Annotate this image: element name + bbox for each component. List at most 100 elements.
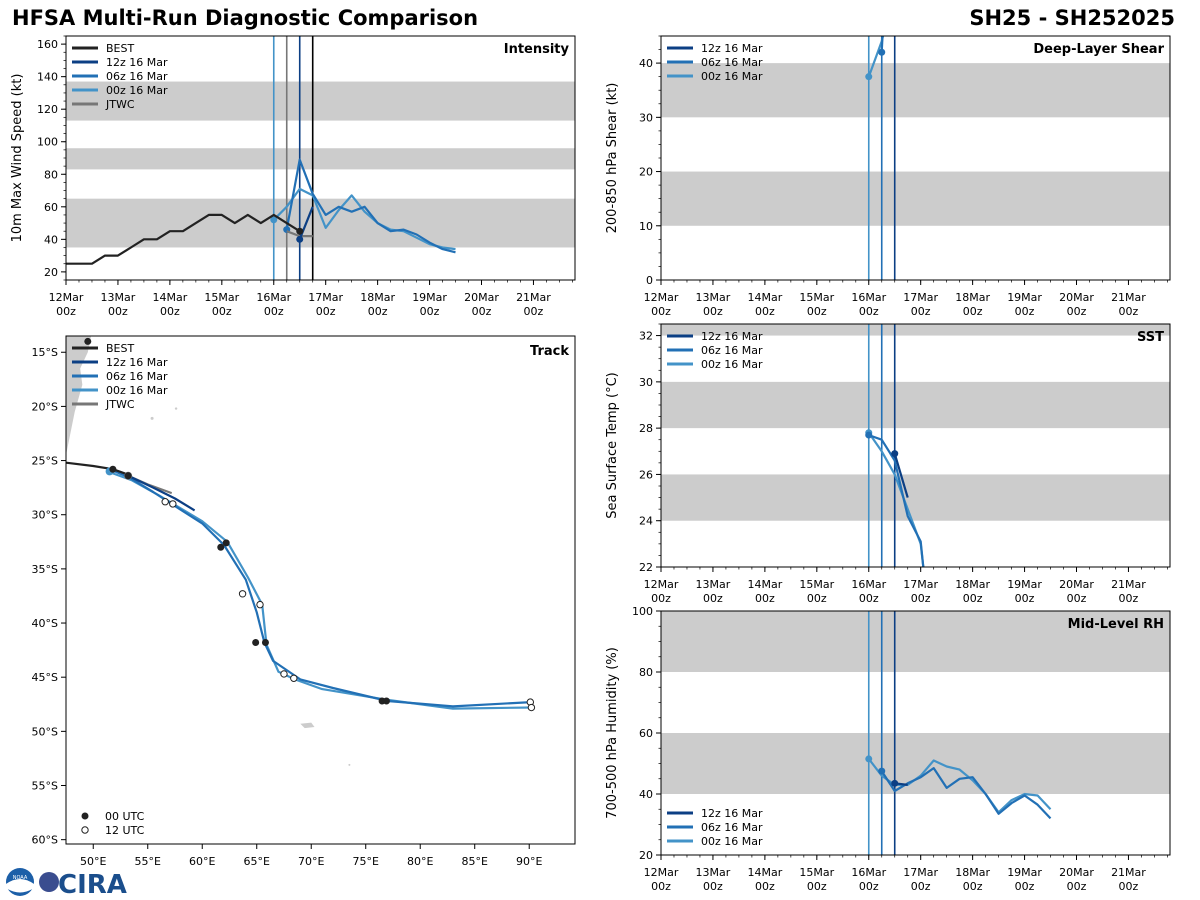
intensity-xtick-hour-label: 00z (160, 305, 180, 318)
track-marker-12utc (290, 674, 298, 682)
shear-series-start-point (878, 48, 886, 56)
intensity-legend-label-00z-16-mar: 00z 16 Mar (106, 84, 168, 97)
track-legend-label-00utc: 00 UTC (105, 810, 145, 823)
track-legend-label-best: BEST (106, 342, 134, 355)
rh-xtick-hour-label: 00z (1119, 880, 1139, 893)
shear-shading-band (661, 63, 1170, 118)
shear-plot-area (661, 36, 1170, 280)
sst-plot-area (661, 324, 1170, 567)
rh-xtick-day-label: 12Mar (644, 866, 679, 879)
track-xtick-label: 70°E (298, 855, 324, 868)
intensity-ytick-label: 120 (37, 103, 58, 116)
rh-xtick-day-label: 13Mar (696, 866, 731, 879)
noaa-cira-logo: NOAA CIRA (6, 868, 127, 900)
cira-globe-icon (39, 872, 59, 892)
track-xtick-label: 60°E (189, 855, 215, 868)
rh-ytick-label: 80 (639, 666, 653, 679)
kerguelen-island (300, 722, 315, 729)
shear-xtick-day-label: 12Mar (644, 291, 679, 304)
intensity-series-start-point (296, 235, 304, 243)
intensity-y-axis-label: 10m Max Wind Speed (kt) (10, 74, 25, 243)
sst-y-axis-label: Sea Surface Temp (°C) (605, 372, 620, 519)
track-marker-12utc (169, 500, 177, 508)
intensity-xtick-hour-label: 00z (264, 305, 284, 318)
rh-xtick-hour-label: 00z (963, 880, 983, 893)
intensity-xtick-day-label: 14Mar (152, 291, 187, 304)
heard-island (348, 763, 351, 766)
shear-xtick-hour-label: 00z (1015, 305, 1035, 318)
sst-xtick-day-label: 17Mar (903, 578, 938, 591)
sst-xtick-hour-label: 00z (755, 592, 775, 605)
cira-logo-text: CIRA (58, 870, 127, 900)
track-marker-00utc (109, 465, 117, 473)
rh-xtick-hour-label: 00z (755, 880, 775, 893)
track-legend-label-06z-16-mar: 06z 16 Mar (106, 370, 168, 383)
track-marker-00utc (84, 337, 92, 345)
track-panel: 50°E 55°E 60°E 65°E 70°E 75°E 80°E 85°E 90°E 15°S… (32, 335, 576, 868)
track-frame (65, 335, 576, 845)
rh-xtick-hour-label: 00z (911, 880, 931, 893)
track-xtick-label: 65°E (244, 855, 270, 868)
noaa-logo-text: NOAA (13, 875, 28, 881)
sst-xtick-hour-label: 00z (1067, 592, 1087, 605)
rh-shading-band (661, 733, 1170, 794)
intensity-xtick-hour-label: 00z (472, 305, 492, 318)
track-xtick-label: 80°E (407, 855, 433, 868)
track-ytick-label: 60°S (32, 834, 58, 847)
intensity-series-06z-16-mar (285, 158, 456, 254)
track-legend-label-jtwc: JTWC (105, 398, 135, 411)
track-ytick-label: 20°S (32, 400, 58, 413)
track-series-06z-16-mar (109, 468, 532, 708)
track-ytick-label: 40°S (32, 617, 58, 630)
rh-xtick-day-label: 19Mar (1007, 866, 1042, 879)
shear-xtick-day-label: 21Mar (1111, 291, 1146, 304)
intensity-xtick-hour-label: 00z (420, 305, 440, 318)
rh-ytick-label: 40 (639, 788, 653, 801)
shear-xtick-day-label: 16Mar (851, 291, 886, 304)
shear-xtick-hour-label: 00z (1067, 305, 1087, 318)
shear-xtick-hour-label: 00z (703, 305, 723, 318)
shear-y-axis-label: 200-850 hPa Shear (kt) (605, 83, 620, 234)
intensity-xtick-day-label: 13Mar (101, 291, 136, 304)
intensity-xtick-day-label: 12Mar (49, 291, 84, 304)
rh-shading-band (661, 611, 1170, 672)
shear-legend-label-00z-16-mar: 00z 16 Mar (701, 70, 763, 83)
rh-xtick-hour-label: 00z (703, 880, 723, 893)
intensity-ytick-label: 80 (44, 168, 58, 181)
sst-ytick-label: 30 (639, 376, 653, 389)
rh-xtick-day-label: 16Mar (851, 866, 886, 879)
intensity-ytick-label: 100 (37, 136, 58, 149)
reunion-island (150, 416, 154, 420)
track-marker-12utc (527, 703, 536, 712)
shear-series-06z-16-mar (880, 36, 884, 53)
shear-xtick-hour-label: 00z (1119, 305, 1139, 318)
sst-series-12z-16-mar (893, 453, 909, 498)
rh-series-06z-16-mar (880, 766, 1052, 820)
madagascar-landmass (66, 336, 92, 456)
track-marker-00utc (261, 639, 269, 647)
rh-xtick-day-label: 14Mar (747, 866, 782, 879)
intensity-best-last-point (296, 227, 304, 235)
sst-shading-band (661, 381, 1170, 429)
intensity-legend-label-06z-16-mar: 06z 16 Mar (106, 70, 168, 83)
sst-series-start-point (865, 431, 873, 439)
sst-shading-band (661, 474, 1170, 521)
intensity-plot-area (66, 36, 575, 280)
sst-ytick-label: 32 (639, 330, 653, 343)
shear-xtick-hour-label: 00z (755, 305, 775, 318)
shear-ytick-label: 10 (639, 220, 653, 233)
storm-id: SH25 - SH252025 (969, 6, 1175, 30)
noaa-logo-wave (6, 879, 34, 893)
track-marker-12utc (280, 670, 288, 678)
track-marker-00utc (124, 472, 132, 480)
sst-ytick-label: 22 (639, 561, 653, 574)
shear-xtick-hour-label: 00z (859, 305, 879, 318)
rh-ytick-label: 60 (639, 727, 653, 740)
rh-legend-label-00z-16-mar: 00z 16 Mar (701, 835, 763, 848)
sst-xtick-hour-label: 00z (1119, 592, 1139, 605)
rh-xtick-day-label: 18Mar (955, 866, 990, 879)
shear-panel-title: Deep-Layer Shear (1033, 42, 1164, 57)
shear-xtick-day-label: 13Mar (696, 291, 731, 304)
shear-ytick-label: 40 (639, 57, 653, 70)
